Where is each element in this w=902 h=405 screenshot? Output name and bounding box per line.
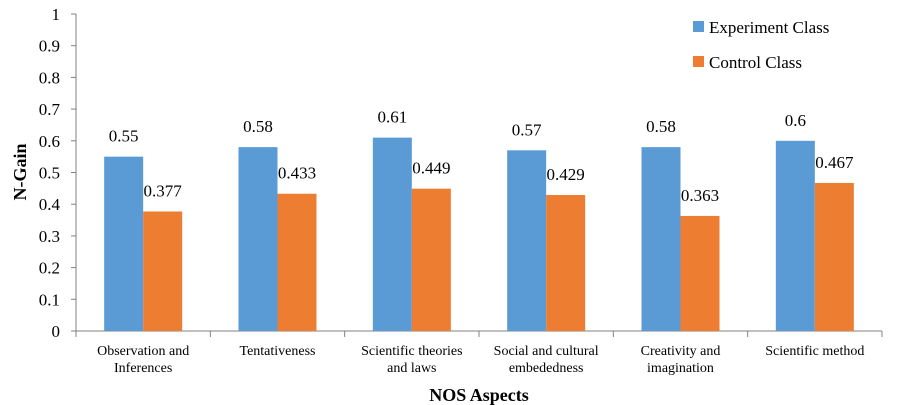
data-label: 0.433 [278,164,316,183]
data-label: 0.58 [646,117,676,136]
y-tick-label: 0.4 [39,195,61,214]
x-category-label: and laws [387,361,436,376]
bar [372,137,412,331]
data-label: 0.58 [243,117,273,136]
bar [104,156,144,331]
data-label: 0.61 [377,108,407,127]
bar [277,193,317,331]
bar [238,147,278,331]
x-category-label: Creativity and [641,344,721,359]
data-label: 0.429 [547,165,585,184]
y-tick-label: 0.2 [39,259,60,278]
data-label: 0.449 [412,159,450,178]
data-label: 0.377 [144,181,183,200]
bar [775,140,815,331]
data-label: 0.467 [815,153,854,172]
data-label: 0.55 [109,127,139,146]
y-tick-label: 0.8 [39,68,60,87]
bar [411,188,451,331]
legend-label: Control Class [709,53,802,72]
x-category-label: Observation and [97,344,189,359]
bar [546,195,586,331]
data-label: 0.6 [785,111,806,130]
x-category-label: imagination [647,361,714,376]
x-axis: Observation and Inferences Tentativeness Sc… [75,330,883,376]
bar [814,182,854,331]
y-tick-label: 1 [52,5,61,24]
y-tick-label: 0.3 [39,227,60,246]
data-labels: 0.55 0.58 0.61 0.57 0.58 0.6 0.377 0.433 0.449 0.… [109,108,854,205]
legend: Experiment Class Control Class [693,18,829,72]
y-tick-label: 0.6 [39,132,60,151]
x-category-label: Scientific theories [361,344,462,359]
y-tick-label: 0.7 [39,100,61,119]
legend-swatch [693,21,704,32]
x-category-label: Social and cultural [494,344,599,359]
y-axis: 0 0.1 0.2 0.3 0.4 0.5 0.6 0.7 0.8 0.9 1 [39,5,77,341]
bar [680,215,720,331]
bar [641,147,681,331]
legend-label: Experiment Class [709,18,829,37]
legend-swatch [693,56,704,67]
data-label: 0.57 [512,120,542,139]
y-tick-label: 0.1 [39,290,60,309]
bars [104,137,854,331]
bar [143,211,183,331]
y-tick-label: 0 [52,322,61,341]
y-tick-label: 0.9 [39,37,60,56]
data-label: 0.363 [681,186,719,205]
y-tick-label: 0.5 [39,164,60,183]
x-category-label: Scientific method [765,344,864,359]
x-category-label: embededness [509,361,584,376]
x-category-label: Tentativeness [240,344,316,359]
x-category-label: Inferences [114,361,172,376]
y-axis-title: N-Gain [10,143,30,200]
bar [507,150,547,331]
x-axis-title: NOS Aspects [429,385,529,405]
